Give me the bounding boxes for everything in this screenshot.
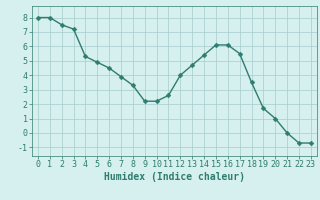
X-axis label: Humidex (Indice chaleur): Humidex (Indice chaleur) [104, 172, 245, 182]
